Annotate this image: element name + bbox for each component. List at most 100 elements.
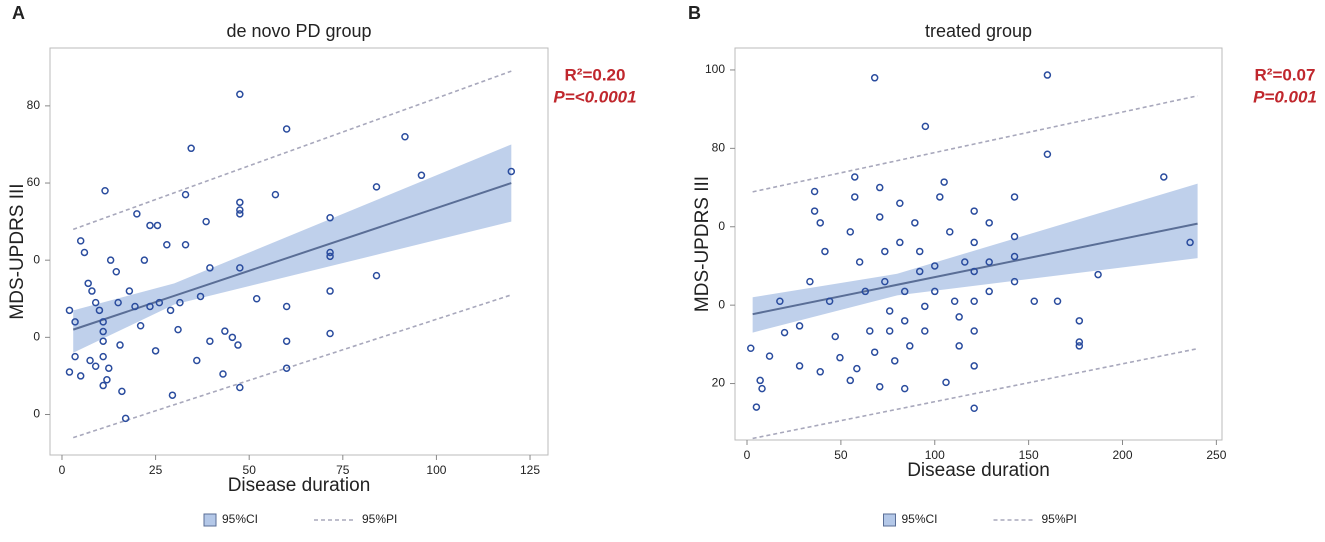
legend-swatch [883, 513, 896, 527]
data-point [1160, 173, 1168, 181]
data-point [816, 368, 824, 376]
data-point [875, 382, 884, 391]
data-point [187, 144, 195, 153]
x-tick-label: 75 [336, 463, 350, 477]
data-point [140, 256, 149, 264]
data-point [118, 387, 126, 396]
data-point [91, 362, 100, 371]
annotation: P=<0.0001 [553, 87, 636, 106]
data-point [836, 353, 844, 362]
data-point [896, 199, 904, 207]
data-point [950, 297, 959, 305]
data-point [851, 173, 859, 181]
data-point [326, 252, 334, 261]
pi-line [72, 70, 512, 231]
data-point [970, 297, 978, 305]
data-point [219, 370, 227, 378]
y-tick-label: 0 [33, 330, 40, 344]
x-tick-label: 25 [149, 463, 163, 477]
data-point [776, 297, 784, 305]
y-tick-label: 80 [27, 98, 41, 112]
data-point [861, 287, 870, 296]
y-tick-label: 0 [718, 219, 725, 233]
data-point [1094, 270, 1102, 279]
data-point [942, 378, 950, 387]
legend-label: 95%PI [1042, 512, 1077, 526]
data-point [946, 228, 954, 236]
data-point [870, 74, 879, 82]
data-point [236, 206, 244, 214]
data-point [1043, 71, 1052, 79]
data-point [985, 219, 993, 227]
legend-swatch [203, 513, 217, 527]
data-point [65, 306, 74, 315]
data-point [885, 307, 894, 315]
data-point [921, 327, 929, 335]
pi-line [752, 95, 1198, 193]
data-point [970, 207, 978, 215]
legend-label: 95%CI [902, 512, 938, 526]
y-tick-label: 60 [27, 175, 41, 189]
data-point [846, 376, 855, 385]
data-point [955, 342, 963, 350]
data-point [756, 376, 764, 385]
legend-label: 95%CI [222, 512, 258, 526]
data-point [326, 287, 334, 295]
data-point [1010, 277, 1019, 286]
plot-frame [49, 47, 549, 456]
y-tick-label: 0 [33, 407, 40, 421]
data-point [985, 258, 993, 266]
data-point [206, 264, 214, 272]
data-point [95, 306, 104, 315]
data-point [236, 210, 244, 218]
data-point [193, 356, 201, 365]
data-point [1075, 342, 1084, 350]
data-point [970, 404, 978, 412]
data-point [151, 347, 160, 355]
data-point [84, 279, 92, 288]
ci-band [752, 183, 1198, 333]
data-point [875, 213, 884, 221]
plot-frame [734, 47, 1223, 441]
data-point [921, 122, 930, 131]
data-point [86, 356, 94, 365]
data-point [133, 210, 141, 218]
x-tick-label: 250 [1206, 448, 1226, 462]
data-point [831, 332, 840, 341]
data-point [875, 183, 884, 192]
panel-letter: A [12, 3, 25, 23]
data-point [80, 248, 89, 257]
data-point [911, 219, 919, 227]
y-tick-label: 20 [712, 376, 726, 390]
data-point [101, 186, 109, 195]
data-point [940, 178, 948, 186]
data-point [931, 262, 939, 270]
data-point [752, 403, 761, 411]
x-tick-label: 200 [1112, 448, 1132, 462]
panel-letter: B [688, 3, 701, 23]
data-point [326, 213, 334, 222]
annotation: R²=0.20 [565, 65, 626, 84]
data-point [970, 327, 978, 335]
data-point [747, 344, 755, 353]
data-point [1010, 232, 1019, 241]
data-point [271, 190, 280, 199]
data-point [891, 357, 899, 365]
data-point [163, 240, 171, 249]
x-axis-title: Disease duration [228, 475, 371, 496]
data-point [103, 376, 111, 384]
data-point [176, 298, 184, 307]
data-point [181, 240, 190, 249]
data-point [221, 327, 229, 335]
x-tick-label: 125 [520, 463, 540, 477]
data-point [1043, 150, 1052, 158]
data-point [153, 221, 162, 230]
fit-line [72, 182, 512, 331]
data-point [99, 352, 107, 361]
data-point [282, 364, 291, 372]
data-point [131, 302, 139, 311]
data-point [236, 198, 244, 207]
data-point [816, 219, 824, 227]
